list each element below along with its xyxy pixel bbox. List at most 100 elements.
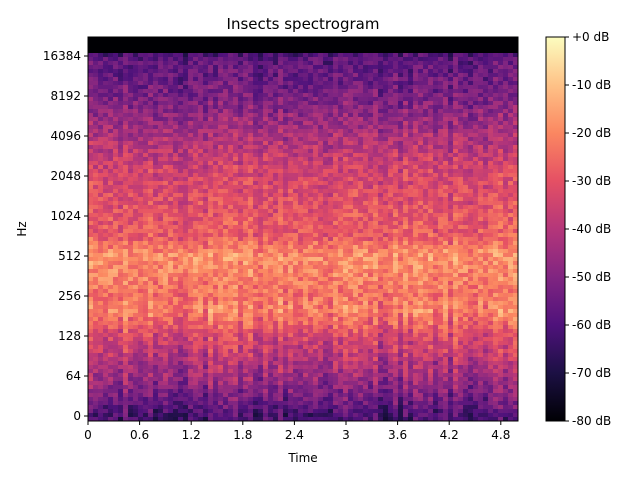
heatmap-cell bbox=[128, 49, 134, 54]
heatmap-cell bbox=[328, 101, 334, 106]
heatmap-cell bbox=[513, 45, 518, 50]
heatmap-cell bbox=[213, 97, 219, 102]
heatmap-cell bbox=[473, 97, 479, 102]
heatmap-cell bbox=[328, 173, 334, 178]
heatmap-cell bbox=[203, 253, 209, 258]
heatmap-cell bbox=[153, 237, 159, 242]
heatmap-cell bbox=[148, 101, 154, 106]
heatmap-cell bbox=[273, 93, 279, 98]
heatmap-cell bbox=[473, 113, 479, 118]
heatmap-cell bbox=[348, 185, 354, 190]
heatmap-cell bbox=[388, 209, 394, 214]
heatmap-cell bbox=[158, 65, 164, 70]
heatmap-cell bbox=[143, 157, 149, 162]
heatmap-cell bbox=[358, 233, 364, 238]
heatmap-cell bbox=[198, 149, 204, 154]
heatmap-cell bbox=[188, 229, 194, 234]
heatmap-cell bbox=[238, 197, 244, 202]
heatmap-cell bbox=[168, 97, 174, 102]
heatmap-cell bbox=[403, 229, 409, 234]
heatmap-cell bbox=[318, 193, 324, 198]
heatmap-cell bbox=[233, 193, 239, 198]
heatmap-cell bbox=[283, 253, 289, 258]
heatmap-cell bbox=[153, 265, 159, 270]
heatmap-cell bbox=[328, 93, 334, 98]
heatmap-cell bbox=[483, 53, 489, 58]
heatmap-cell bbox=[383, 217, 389, 222]
heatmap-cell bbox=[253, 121, 259, 126]
heatmap-cell bbox=[423, 117, 429, 122]
heatmap-cell bbox=[438, 89, 444, 94]
heatmap-cell bbox=[123, 57, 129, 62]
heatmap-cell bbox=[188, 161, 194, 166]
heatmap-cell bbox=[278, 113, 284, 118]
heatmap-cell bbox=[183, 153, 189, 158]
heatmap-cell bbox=[133, 141, 139, 146]
heatmap-cell bbox=[253, 129, 259, 134]
heatmap-cell bbox=[98, 109, 104, 114]
heatmap-cell bbox=[508, 117, 514, 122]
heatmap-cell bbox=[403, 89, 409, 94]
heatmap-cell bbox=[323, 57, 329, 62]
heatmap-cell bbox=[438, 81, 444, 86]
heatmap-cell bbox=[238, 185, 244, 190]
heatmap-cell bbox=[393, 93, 399, 98]
heatmap-cell bbox=[283, 73, 289, 78]
heatmap-cell bbox=[288, 173, 294, 178]
heatmap-cell bbox=[278, 221, 284, 226]
heatmap-cell bbox=[113, 141, 119, 146]
heatmap-cell bbox=[253, 225, 259, 230]
heatmap-cell bbox=[188, 117, 194, 122]
heatmap-cell bbox=[368, 213, 374, 218]
heatmap-cell bbox=[98, 137, 104, 142]
heatmap-cell bbox=[508, 233, 514, 238]
heatmap-cell bbox=[403, 125, 409, 130]
heatmap-cell bbox=[288, 93, 294, 98]
heatmap-cell bbox=[388, 233, 394, 238]
heatmap-cell bbox=[378, 217, 384, 222]
heatmap-cell bbox=[383, 157, 389, 162]
heatmap-cell bbox=[288, 201, 294, 206]
heatmap-cell bbox=[118, 213, 124, 218]
heatmap-cell bbox=[373, 181, 379, 186]
heatmap-cell bbox=[228, 205, 234, 210]
heatmap-cell bbox=[513, 145, 518, 150]
heatmap-cell bbox=[493, 37, 499, 42]
heatmap-cell bbox=[283, 137, 289, 142]
heatmap-cell bbox=[488, 249, 494, 254]
heatmap-cell bbox=[433, 73, 439, 78]
heatmap-cell bbox=[348, 221, 354, 226]
heatmap-cell bbox=[338, 249, 344, 254]
heatmap-cell bbox=[243, 193, 249, 198]
heatmap-cell bbox=[388, 261, 394, 266]
heatmap-cell bbox=[333, 85, 339, 90]
heatmap-cell bbox=[143, 189, 149, 194]
heatmap-cell bbox=[153, 229, 159, 234]
heatmap-cell bbox=[268, 253, 274, 258]
heatmap-cell bbox=[478, 177, 484, 182]
heatmap-cell bbox=[358, 165, 364, 170]
heatmap-cell bbox=[88, 257, 94, 262]
heatmap-cell bbox=[478, 245, 484, 250]
heatmap-cell bbox=[323, 89, 329, 94]
heatmap-cell bbox=[138, 73, 144, 78]
heatmap-cell bbox=[413, 153, 419, 158]
heatmap-cell bbox=[363, 61, 369, 66]
heatmap-cell bbox=[388, 225, 394, 230]
heatmap-cell bbox=[418, 73, 424, 78]
heatmap-cell bbox=[473, 201, 479, 206]
heatmap-cell bbox=[508, 225, 514, 230]
heatmap-cell bbox=[293, 213, 299, 218]
heatmap-cell bbox=[213, 237, 219, 242]
heatmap-cell bbox=[453, 197, 459, 202]
heatmap-cell bbox=[418, 233, 424, 238]
heatmap-cell bbox=[453, 205, 459, 210]
heatmap-cell bbox=[93, 225, 99, 230]
heatmap-cell bbox=[398, 209, 404, 214]
heatmap-cell bbox=[93, 77, 99, 82]
heatmap-cell bbox=[408, 113, 414, 118]
heatmap-cell bbox=[258, 121, 264, 126]
heatmap-cell bbox=[513, 233, 518, 238]
heatmap-cell bbox=[283, 249, 289, 254]
heatmap-cell bbox=[328, 129, 334, 134]
